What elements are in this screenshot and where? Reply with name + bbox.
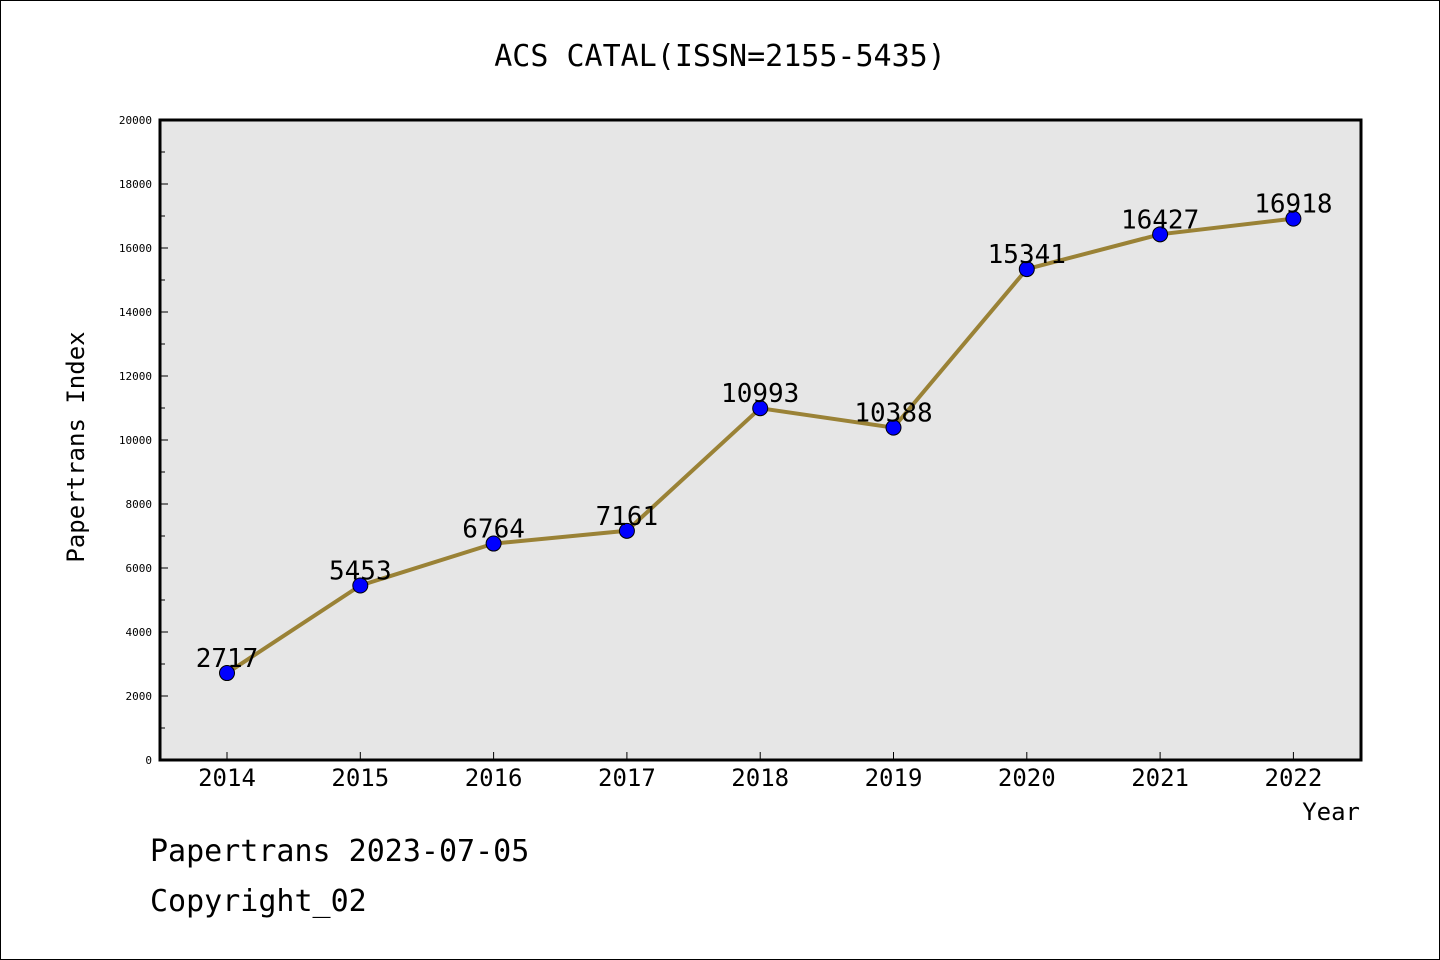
data-label: 15341: [988, 240, 1066, 270]
y-tick-label: 8000: [126, 498, 153, 511]
footer-copyright-text: Copyright_02: [150, 884, 367, 919]
y-tick-label: 20000: [119, 114, 152, 127]
data-point: [1285, 210, 1302, 227]
x-tick-label: 2020: [998, 764, 1056, 792]
data-point: [1152, 226, 1169, 243]
x-tick-label: 2018: [731, 764, 789, 792]
data-label: 6764: [462, 515, 525, 545]
data-label: 2717: [196, 644, 259, 674]
data-label: 10993: [721, 379, 799, 409]
data-label: 7161: [596, 502, 659, 532]
data-point: [219, 665, 235, 682]
data-point: [752, 400, 769, 417]
x-tick-label: 2019: [865, 764, 923, 792]
data-point: [485, 535, 502, 552]
x-tick-label: 2015: [331, 764, 389, 792]
y-tick-label: 0: [145, 754, 152, 767]
y-tick-label: 4000: [126, 626, 153, 639]
y-tick-label: 2000: [126, 690, 153, 703]
y-tick-label: 16000: [119, 242, 152, 255]
data-point: [1018, 261, 1035, 278]
x-tick-label: 2014: [198, 764, 256, 792]
data-label: 16918: [1254, 190, 1332, 220]
x-tick-label: 2017: [598, 764, 656, 792]
data-label: 10388: [854, 399, 932, 429]
y-tick-label: 6000: [126, 562, 153, 575]
data-label: 16427: [1121, 205, 1199, 235]
x-tick-label: 2016: [465, 764, 523, 792]
y-tick-label: 12000: [119, 370, 152, 383]
data-point: [885, 419, 902, 436]
plot-frame: [158, 118, 1363, 762]
data-point: [352, 577, 369, 594]
x-axis-label: Year: [1302, 798, 1360, 826]
y-axis-label: Papertrans Index: [62, 331, 90, 562]
x-tick-label: 2021: [1131, 764, 1189, 792]
y-tick-label: 18000: [119, 178, 152, 191]
y-tick-label: 14000: [119, 306, 152, 319]
chart-title: ACS CATAL(ISSN=2155-5435): [494, 39, 946, 74]
data-point: [618, 522, 635, 539]
x-tick-label: 2022: [1265, 764, 1323, 792]
y-tick-label: 10000: [119, 434, 152, 447]
footer-date-text: Papertrans 2023-07-05: [150, 834, 530, 869]
data-label: 5453: [329, 557, 392, 587]
